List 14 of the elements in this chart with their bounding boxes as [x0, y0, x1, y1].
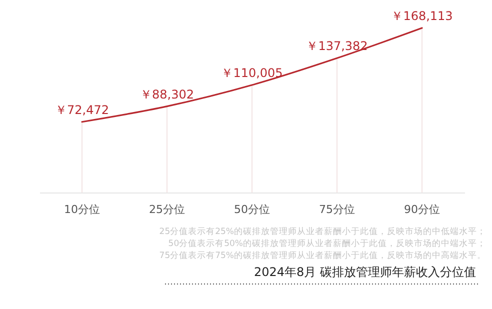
data-label: ￥110,005: [221, 66, 283, 80]
x-tick-label: 50分位: [234, 203, 270, 216]
text: 2024年8月 碳排放管理师年薪收入分位值: [254, 265, 476, 279]
data-label: ￥137,382: [306, 39, 368, 54]
x-tick-label: 90分位: [404, 203, 440, 216]
x-tick-label: 75分位: [319, 203, 355, 216]
text: 50分值表示有50%的碳排放管理师从业者薪酬小于此值，反映市场的中端水平；: [168, 238, 486, 249]
x-tick-label: 10分位: [64, 203, 100, 216]
data-label: ￥88,302: [140, 87, 194, 102]
x-tick-label: 25分位: [149, 203, 185, 216]
text: 25分值表示有25%的碳排放管理师从业者薪酬小于此值，反映市场的中低端水平；: [159, 226, 486, 237]
data-label: ￥72,472: [55, 102, 109, 117]
text: 75分值表示有75%的碳排放管理师从业者薪酬小于此值，反映市场的中高端水平。: [159, 250, 486, 261]
data-label: ￥168,113: [391, 9, 453, 23]
